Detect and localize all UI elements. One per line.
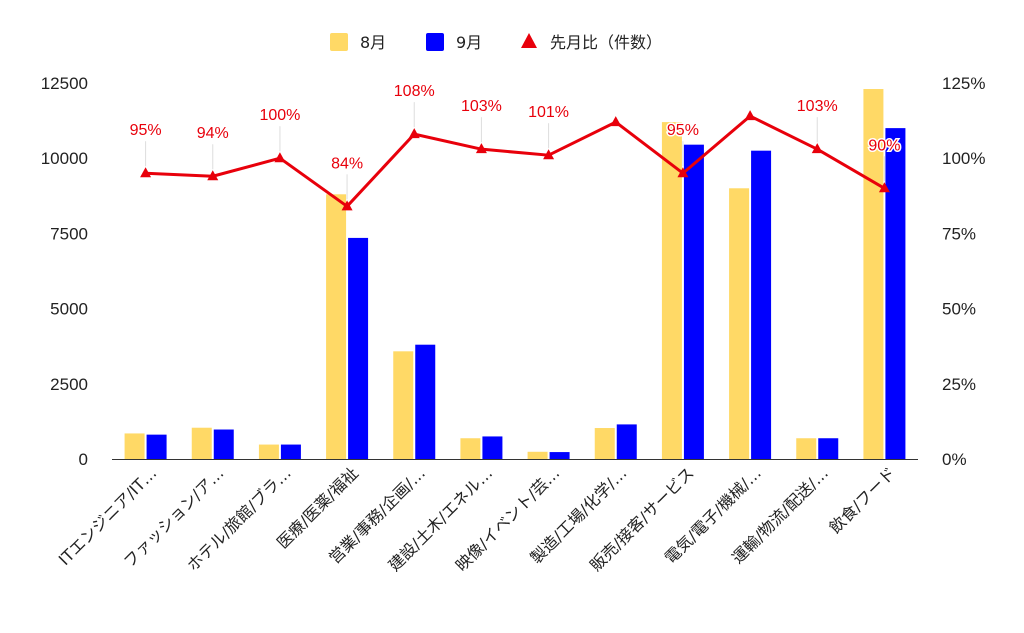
bar-aug (258, 444, 279, 459)
bar-sep (616, 424, 637, 459)
bar-sep (885, 128, 906, 459)
y-right-tick-label: 25% (942, 375, 976, 394)
legend-swatch (330, 33, 348, 51)
ratio-marker (744, 110, 756, 121)
ratio-polyline (145, 114, 886, 208)
legend-label: 先月比（件数） (550, 33, 662, 52)
ratio-marker (274, 152, 286, 163)
y-right-tick-label: 100% (942, 149, 985, 168)
bar-aug (124, 433, 145, 459)
left-axis: 0 2500 5000 7500 10000 12500 (41, 74, 88, 469)
right-axis: 0% 25% 50% 75% 100% 125% (942, 74, 985, 469)
ratio-line (140, 110, 890, 211)
category-labels: ITエンジニア/IT…ファッション/ア…ホテル/旅館/ブラ…医療/医薬/福祉営業… (55, 463, 899, 575)
y-left-tick-label: 12500 (41, 74, 88, 93)
ratio-marker (408, 128, 420, 139)
bar-sep (348, 237, 369, 459)
y-right-tick-label: 50% (942, 300, 976, 319)
bar-sep (683, 144, 704, 459)
data-label: 95% (667, 122, 699, 139)
y-left-tick-label: 7500 (50, 224, 88, 243)
data-label: 94% (197, 125, 229, 142)
y-left-tick-label: 0 (79, 450, 88, 469)
data-label: 103% (461, 98, 502, 115)
data-label: 108% (394, 83, 435, 100)
bar-aug (393, 351, 414, 459)
bar-aug (527, 451, 548, 459)
data-label: 95% (130, 122, 162, 139)
bar-sep (818, 438, 839, 459)
ratio-marker (543, 149, 555, 160)
bar-sep (415, 344, 436, 459)
bars (124, 89, 906, 460)
y-left-tick-label: 5000 (50, 300, 88, 319)
bar-sep (146, 434, 167, 459)
bar-sep (280, 444, 301, 459)
ratio-marker (811, 143, 823, 154)
y-right-tick-label: 0% (942, 450, 967, 469)
bar-sep (213, 429, 234, 459)
bar-aug (863, 89, 884, 460)
data-label: 84% (331, 155, 363, 172)
legend-label: 9月 (456, 33, 482, 52)
ratio-marker (140, 167, 152, 178)
bar-aug (460, 438, 481, 459)
ratio-marker (207, 170, 219, 181)
bar-sep (482, 436, 503, 459)
legend: 8月 9月 先月比（件数） (330, 33, 662, 52)
bar-sep (549, 452, 570, 459)
data-label: 101% (528, 104, 569, 121)
y-left-tick-label: 2500 (50, 375, 88, 394)
y-left-tick-label: 10000 (41, 149, 88, 168)
legend-swatch (426, 33, 444, 51)
ratio-marker (878, 182, 890, 193)
data-label: 100% (259, 107, 300, 124)
y-right-tick-label: 125% (942, 74, 985, 93)
y-right-tick-label: 75% (942, 224, 976, 243)
bar-aug (661, 122, 682, 459)
ratio-marker (475, 143, 487, 154)
legend-label: 8月 (360, 33, 386, 52)
bar-aug (326, 194, 347, 459)
legend-triangle-icon (521, 33, 537, 48)
bar-aug (729, 188, 750, 459)
bar-aug (191, 427, 212, 459)
data-label: 90% (868, 137, 900, 154)
data-labels: 95% 94% 100% 84% 108% 103% 101% 95% 103% 90% (128, 82, 902, 200)
ratio-marker (341, 200, 353, 211)
category-label: 飲食/フード (825, 463, 899, 537)
ratio-marker (677, 167, 689, 178)
ratio-marker (610, 116, 622, 127)
bar-aug (796, 438, 817, 459)
data-label: 103% (797, 98, 838, 115)
bar-sep (751, 150, 772, 459)
bar-aug (594, 428, 615, 459)
